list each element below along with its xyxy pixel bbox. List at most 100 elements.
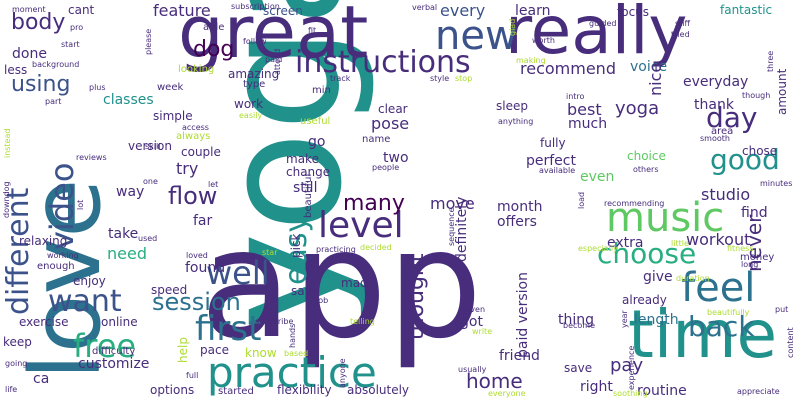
word-thought: thought [404, 253, 429, 340]
word-change: change [286, 165, 331, 179]
word-sequence: sequence [447, 207, 456, 246]
word-given: given [463, 305, 486, 314]
word-part: part [45, 97, 62, 106]
word-duration: duration [676, 274, 710, 283]
word-star: star [262, 248, 278, 257]
word-appreciate: appreciate [737, 387, 780, 396]
word-glad: glad [508, 18, 517, 36]
word-making: making [516, 56, 546, 65]
word-flexibility: flexibility [277, 383, 332, 397]
word-go: go [308, 134, 326, 150]
word-telling: telling [350, 317, 375, 326]
word-day: day [706, 101, 758, 134]
word-year: year [620, 310, 629, 328]
word-level: level [318, 205, 404, 246]
word-thank: thank [694, 97, 734, 113]
word-body: body [11, 10, 66, 35]
word-say: say [291, 284, 312, 298]
word-soothing: soothing [613, 389, 648, 398]
word-full: full [186, 371, 199, 380]
word-subscribe: subscribe [255, 317, 294, 326]
word-paid-version: paid version [515, 272, 531, 358]
word-help: help [176, 337, 190, 363]
word-anything: anything [498, 117, 534, 126]
word-instructions: instructions [295, 45, 471, 80]
word-thing: thing [558, 312, 595, 328]
word-want: want [48, 284, 122, 319]
word-version: version [128, 139, 172, 153]
word-background: background [32, 60, 80, 69]
word-experience: experience [627, 345, 636, 390]
word-access: access [182, 123, 209, 132]
word-fantastic: fantastic [720, 3, 773, 17]
word-clear: clear [378, 102, 408, 116]
word-track: track [330, 74, 351, 83]
word-style: style [430, 74, 450, 83]
word-first: first [195, 309, 262, 349]
word-nice: nice [646, 62, 665, 96]
word-money: money [740, 252, 775, 263]
word-area: area [711, 126, 734, 137]
word-learn: learn [515, 3, 551, 19]
word-chose: chose [742, 144, 778, 158]
word-much: much [568, 116, 608, 132]
word-every: every [440, 1, 486, 20]
word-customize: customize [78, 356, 150, 372]
word-minutes: minutes [760, 179, 793, 188]
word-even: even [580, 169, 615, 185]
word-start: start [61, 40, 80, 49]
word-know: know [245, 346, 277, 360]
word-move: move [430, 194, 475, 213]
word-time: time [628, 296, 778, 373]
word-skill: skill [145, 142, 161, 151]
word-really: really [505, 0, 688, 69]
word-follow: follow [243, 37, 267, 46]
word-routine: routine [637, 383, 687, 399]
word-app: app [200, 198, 483, 372]
word-length: length [634, 312, 679, 328]
word-downdog: downdog [2, 181, 11, 218]
word-beautifully: beautifully [707, 308, 750, 317]
word-absolutely: absolutely [347, 383, 410, 397]
word-find: find [741, 205, 768, 221]
word-practicing: practicing [316, 245, 356, 254]
word-fit: fit [308, 26, 317, 35]
word-min: min [312, 85, 331, 96]
word-going: going [5, 359, 28, 368]
word-week: week [157, 82, 184, 93]
word-everyday: everyday [683, 74, 749, 90]
word-type: type [243, 79, 266, 90]
word-way: way [116, 184, 145, 200]
word-anyone: anyone [338, 358, 347, 388]
word-available: available [539, 166, 576, 175]
word-loved: loved [186, 251, 208, 260]
word-job: job [316, 296, 329, 305]
word-using: using [11, 72, 71, 97]
word-workout: workout [686, 230, 751, 249]
word-moment: moment [12, 5, 46, 14]
word-choose: choose [597, 237, 697, 270]
word-reviews: reviews [76, 153, 107, 162]
word-especially: especially [578, 244, 618, 253]
word-life: life [5, 385, 18, 394]
word-done: done [12, 46, 47, 62]
word-extra: extra [607, 235, 644, 251]
word-started: started [218, 386, 254, 397]
word-pose: pose [371, 114, 410, 133]
word-become: become [563, 321, 596, 330]
word-looking: looking [178, 64, 215, 75]
word-take: take [108, 226, 139, 242]
word-online: online [101, 315, 138, 329]
word-verbal: verbal [412, 3, 438, 12]
word-stop: stop [455, 74, 473, 83]
word-plus: plus [89, 83, 106, 92]
word-couple: couple [181, 145, 221, 159]
word-work: work [234, 97, 264, 111]
word-relaxing: relaxing [19, 234, 68, 248]
word-based: based [284, 349, 309, 358]
word-everyone: everyone [488, 389, 526, 398]
word-best: best [567, 100, 602, 119]
word-recommend: recommend [520, 59, 616, 78]
word-choice: choice [627, 149, 666, 163]
